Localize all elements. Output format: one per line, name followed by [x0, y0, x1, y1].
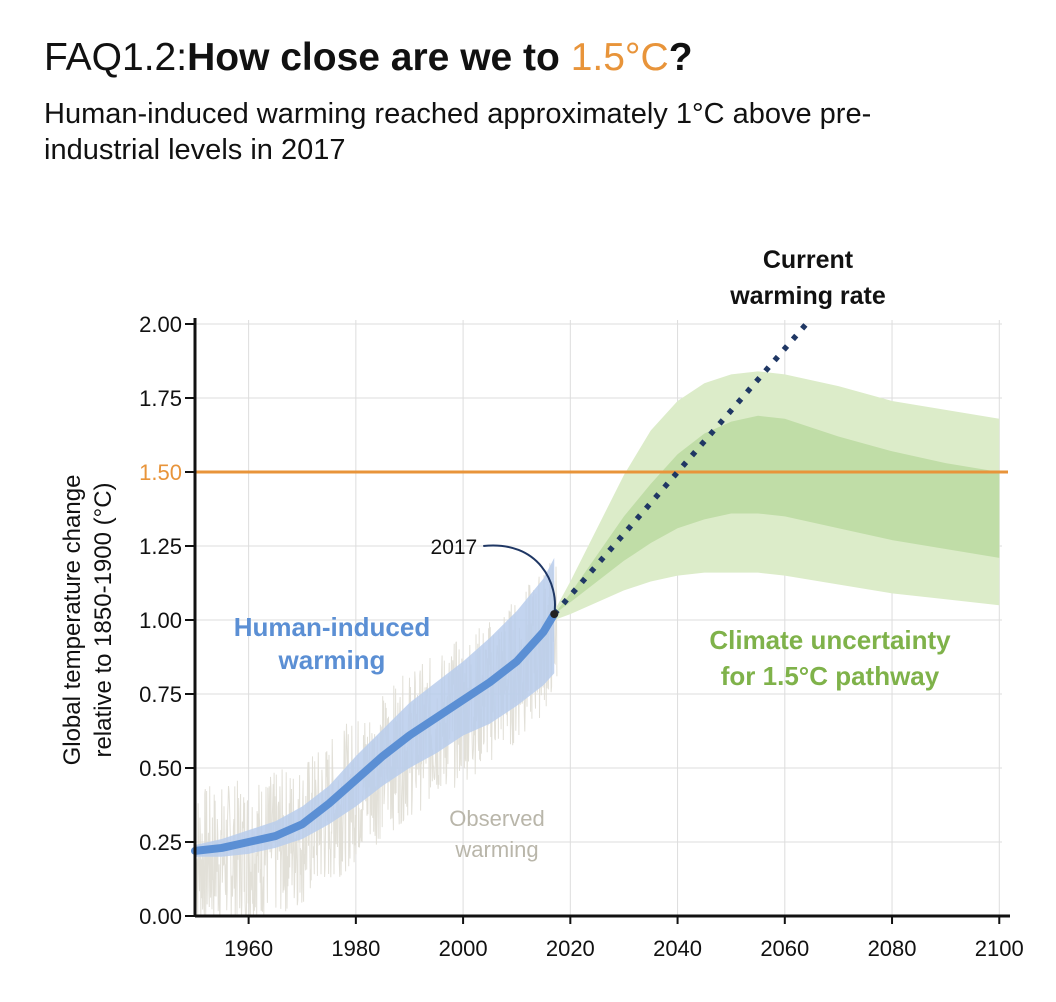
page-title: FAQ1.2:How close are we to 1.5°C?	[44, 34, 693, 82]
x-tick-label: 2040	[653, 936, 702, 961]
human-warming-band	[195, 557, 555, 857]
x-tick-label: 2020	[546, 936, 595, 961]
uncertainty-label: Climate uncertainty	[709, 625, 951, 655]
current-rate-label: warming rate	[729, 282, 886, 310]
human-warming-line	[191, 610, 559, 855]
y-tick-label: 1.00	[139, 608, 182, 633]
y-tick-label: 0.75	[139, 682, 182, 707]
title-suffix: ?	[668, 36, 693, 79]
marker-2017-leader	[483, 544, 556, 615]
x-tick-label: 2000	[439, 936, 488, 961]
title-main: How close are we to	[187, 36, 571, 79]
title-accent: 1.5°C	[570, 36, 669, 79]
y-tick-label: 2.00	[139, 312, 182, 337]
observed-warming-label: Observed	[449, 806, 544, 831]
observed-warming-label: warming	[454, 837, 538, 862]
marker-2017-point	[550, 610, 559, 619]
human-warming-label: Human-induced	[234, 612, 430, 642]
y-axis-label-line: Global temperature change	[59, 475, 86, 766]
x-tick-label: 2060	[760, 936, 809, 961]
y-axis-label-line: relative to 1850-1900 (°C)	[90, 482, 117, 757]
y-tick-label: 1.25	[139, 534, 182, 559]
y-tick-label: 0.00	[139, 904, 182, 929]
human-warming-label: warming	[278, 645, 386, 675]
y-axis-label: Global temperature change relative to 185…	[59, 475, 117, 766]
x-tick-label: 2100	[975, 936, 1024, 961]
uncertainty-band-inner	[554, 415, 1000, 615]
y-tick-label: 0.25	[139, 830, 182, 855]
x-tick-label: 1980	[331, 936, 380, 961]
uncertainty-label: for 1.5°C pathway	[721, 661, 940, 691]
y-tick-label: 1.50	[139, 460, 182, 485]
page-subtitle: Human-induced warming reached approximat…	[44, 98, 872, 166]
y-tick-label: 1.75	[139, 386, 182, 411]
current-rate-label: Current	[763, 246, 854, 274]
x-tick-label: 2080	[868, 936, 917, 961]
y-tick-label: 0.50	[139, 756, 182, 781]
title-prefix: FAQ1.2:	[44, 36, 188, 79]
x-tick-label: 1960	[224, 936, 273, 961]
marker-2017-label: 2017	[431, 536, 478, 559]
